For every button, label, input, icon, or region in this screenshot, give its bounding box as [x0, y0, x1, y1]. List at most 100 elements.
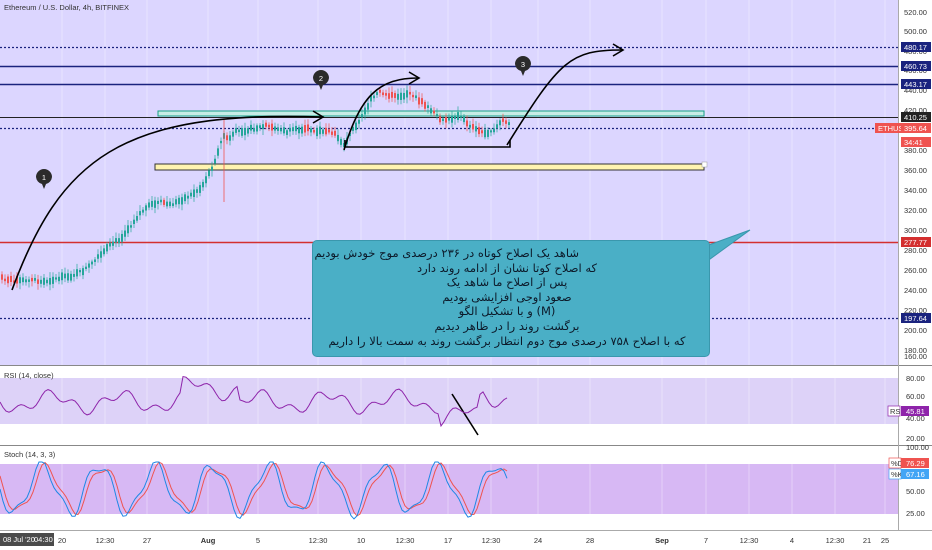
price-tick: 360.00 — [904, 166, 927, 175]
candle-body — [58, 276, 60, 282]
candle-body — [442, 118, 444, 122]
support-zone[interactable] — [154, 163, 705, 171]
annotation-line: برگشت روند را در ظاهر دیدیم — [434, 318, 580, 333]
candle-body — [394, 93, 396, 98]
stoch-title[interactable]: Stoch (14, 3, 3) — [4, 450, 56, 459]
candle-body — [499, 120, 501, 126]
candle-body — [247, 128, 249, 134]
wave-marker[interactable]: 3 — [515, 56, 531, 76]
stoch-tick: 50.00 — [906, 487, 925, 496]
candle-body — [292, 127, 294, 132]
current-date: 08 Jul '20 — [3, 535, 35, 544]
candle-body — [187, 195, 189, 199]
candle-body — [94, 259, 96, 262]
candle-body — [487, 129, 489, 137]
time-label: 12:30 — [309, 536, 328, 545]
candle-body — [400, 92, 402, 100]
time-label: 4 — [790, 536, 794, 545]
candle-body — [391, 91, 393, 98]
stoch-d-line[interactable] — [0, 461, 508, 517]
candle-body — [70, 273, 72, 281]
annotation-callout[interactable]: شاهد یک اصلاح کوتاه در ۲۳۶ درصدی موج خود… — [312, 240, 710, 357]
candlestick-series — [1, 85, 510, 291]
candle-body — [118, 238, 120, 244]
candle-body — [40, 279, 42, 284]
rsi-line[interactable] — [0, 376, 508, 428]
rsi-tag-label: RSI — [890, 407, 903, 416]
arrow-projection[interactable] — [506, 49, 623, 146]
candle-body — [106, 244, 108, 252]
candle-body — [424, 101, 426, 109]
time-label: 5 — [256, 536, 260, 545]
arrow-wave-1[interactable] — [11, 115, 323, 291]
price-tag-text: 443.17 — [904, 80, 927, 89]
stoch-k-line[interactable] — [0, 461, 508, 520]
candle-body — [343, 143, 345, 147]
candle-body — [148, 202, 150, 208]
candle-body — [439, 116, 441, 123]
symbol-title[interactable]: Ethereum / U.S. Dollar, 4h, BITFINEX — [4, 3, 129, 12]
wave-marker-group: 1 2 3 — [36, 56, 531, 189]
candle-body — [274, 126, 276, 131]
arrow-wave-3[interactable] — [343, 77, 419, 151]
rsi-trend-line[interactable] — [451, 393, 479, 436]
candle-body — [31, 277, 33, 282]
candle-body — [502, 118, 504, 122]
price-tick: 380.00 — [904, 146, 927, 155]
candle-body — [28, 279, 30, 282]
rsi-value-tag — [901, 406, 929, 416]
m-pattern-bracket[interactable] — [344, 140, 511, 148]
price-tick: 220.00 — [904, 306, 927, 315]
arrow-projection-head — [612, 43, 625, 57]
price-tag-text: 410.25 — [904, 113, 927, 122]
candle-body — [22, 277, 24, 283]
candle-body — [364, 107, 366, 115]
candle-body — [55, 277, 57, 280]
price-tick: 520.00 — [904, 8, 927, 17]
wave-marker[interactable]: 1 — [36, 169, 52, 189]
candle-body — [268, 124, 270, 128]
candle-body — [430, 108, 432, 114]
price-tick: 200.00 — [904, 326, 927, 335]
candle-body — [214, 158, 216, 164]
time-axis-bg[interactable] — [0, 530, 932, 550]
candle-body — [190, 192, 192, 197]
price-tick: 280.00 — [904, 246, 927, 255]
rsi-title[interactable]: RSI (14, close) — [4, 371, 54, 380]
candle-body — [337, 134, 339, 142]
candle-body — [406, 90, 408, 98]
drawing-arrows — [11, 43, 625, 436]
candle-body — [139, 211, 141, 216]
time-axis-labels: 20 12:30 27 Aug 5 12:30 10 12:30 17 12:30 24 28 Sep 7… — [58, 536, 889, 545]
candle-body — [409, 91, 411, 95]
price-tag — [901, 237, 931, 247]
candle-body — [457, 112, 459, 120]
candle-body — [76, 269, 78, 277]
candle-body — [85, 266, 87, 269]
candle-body — [235, 128, 237, 133]
candle-body — [403, 92, 405, 100]
candle-body — [1, 274, 3, 280]
candle-body — [310, 128, 312, 133]
price-tick: 500.00 — [904, 27, 927, 36]
price-tag — [901, 42, 931, 52]
time-label: 12:30 — [396, 536, 415, 545]
candle-body — [193, 189, 195, 198]
stoch-k-tag — [901, 469, 929, 479]
candle-body — [103, 248, 105, 255]
candle-body — [181, 197, 183, 205]
candle-body — [256, 125, 258, 132]
candle-body — [166, 201, 168, 207]
candle-body — [448, 117, 450, 121]
stoch-tick: 100.00 — [906, 443, 929, 452]
support-zone-handle[interactable] — [701, 161, 708, 168]
candle-body — [289, 127, 291, 132]
arrow-wave-3-head — [408, 71, 421, 85]
candle-body — [61, 272, 63, 281]
candle-body — [445, 117, 447, 123]
price-tag-text: 34:41 — [904, 138, 923, 147]
candle-body — [271, 123, 273, 131]
wave-marker[interactable]: 2 — [313, 70, 329, 90]
candle-body — [67, 273, 69, 281]
